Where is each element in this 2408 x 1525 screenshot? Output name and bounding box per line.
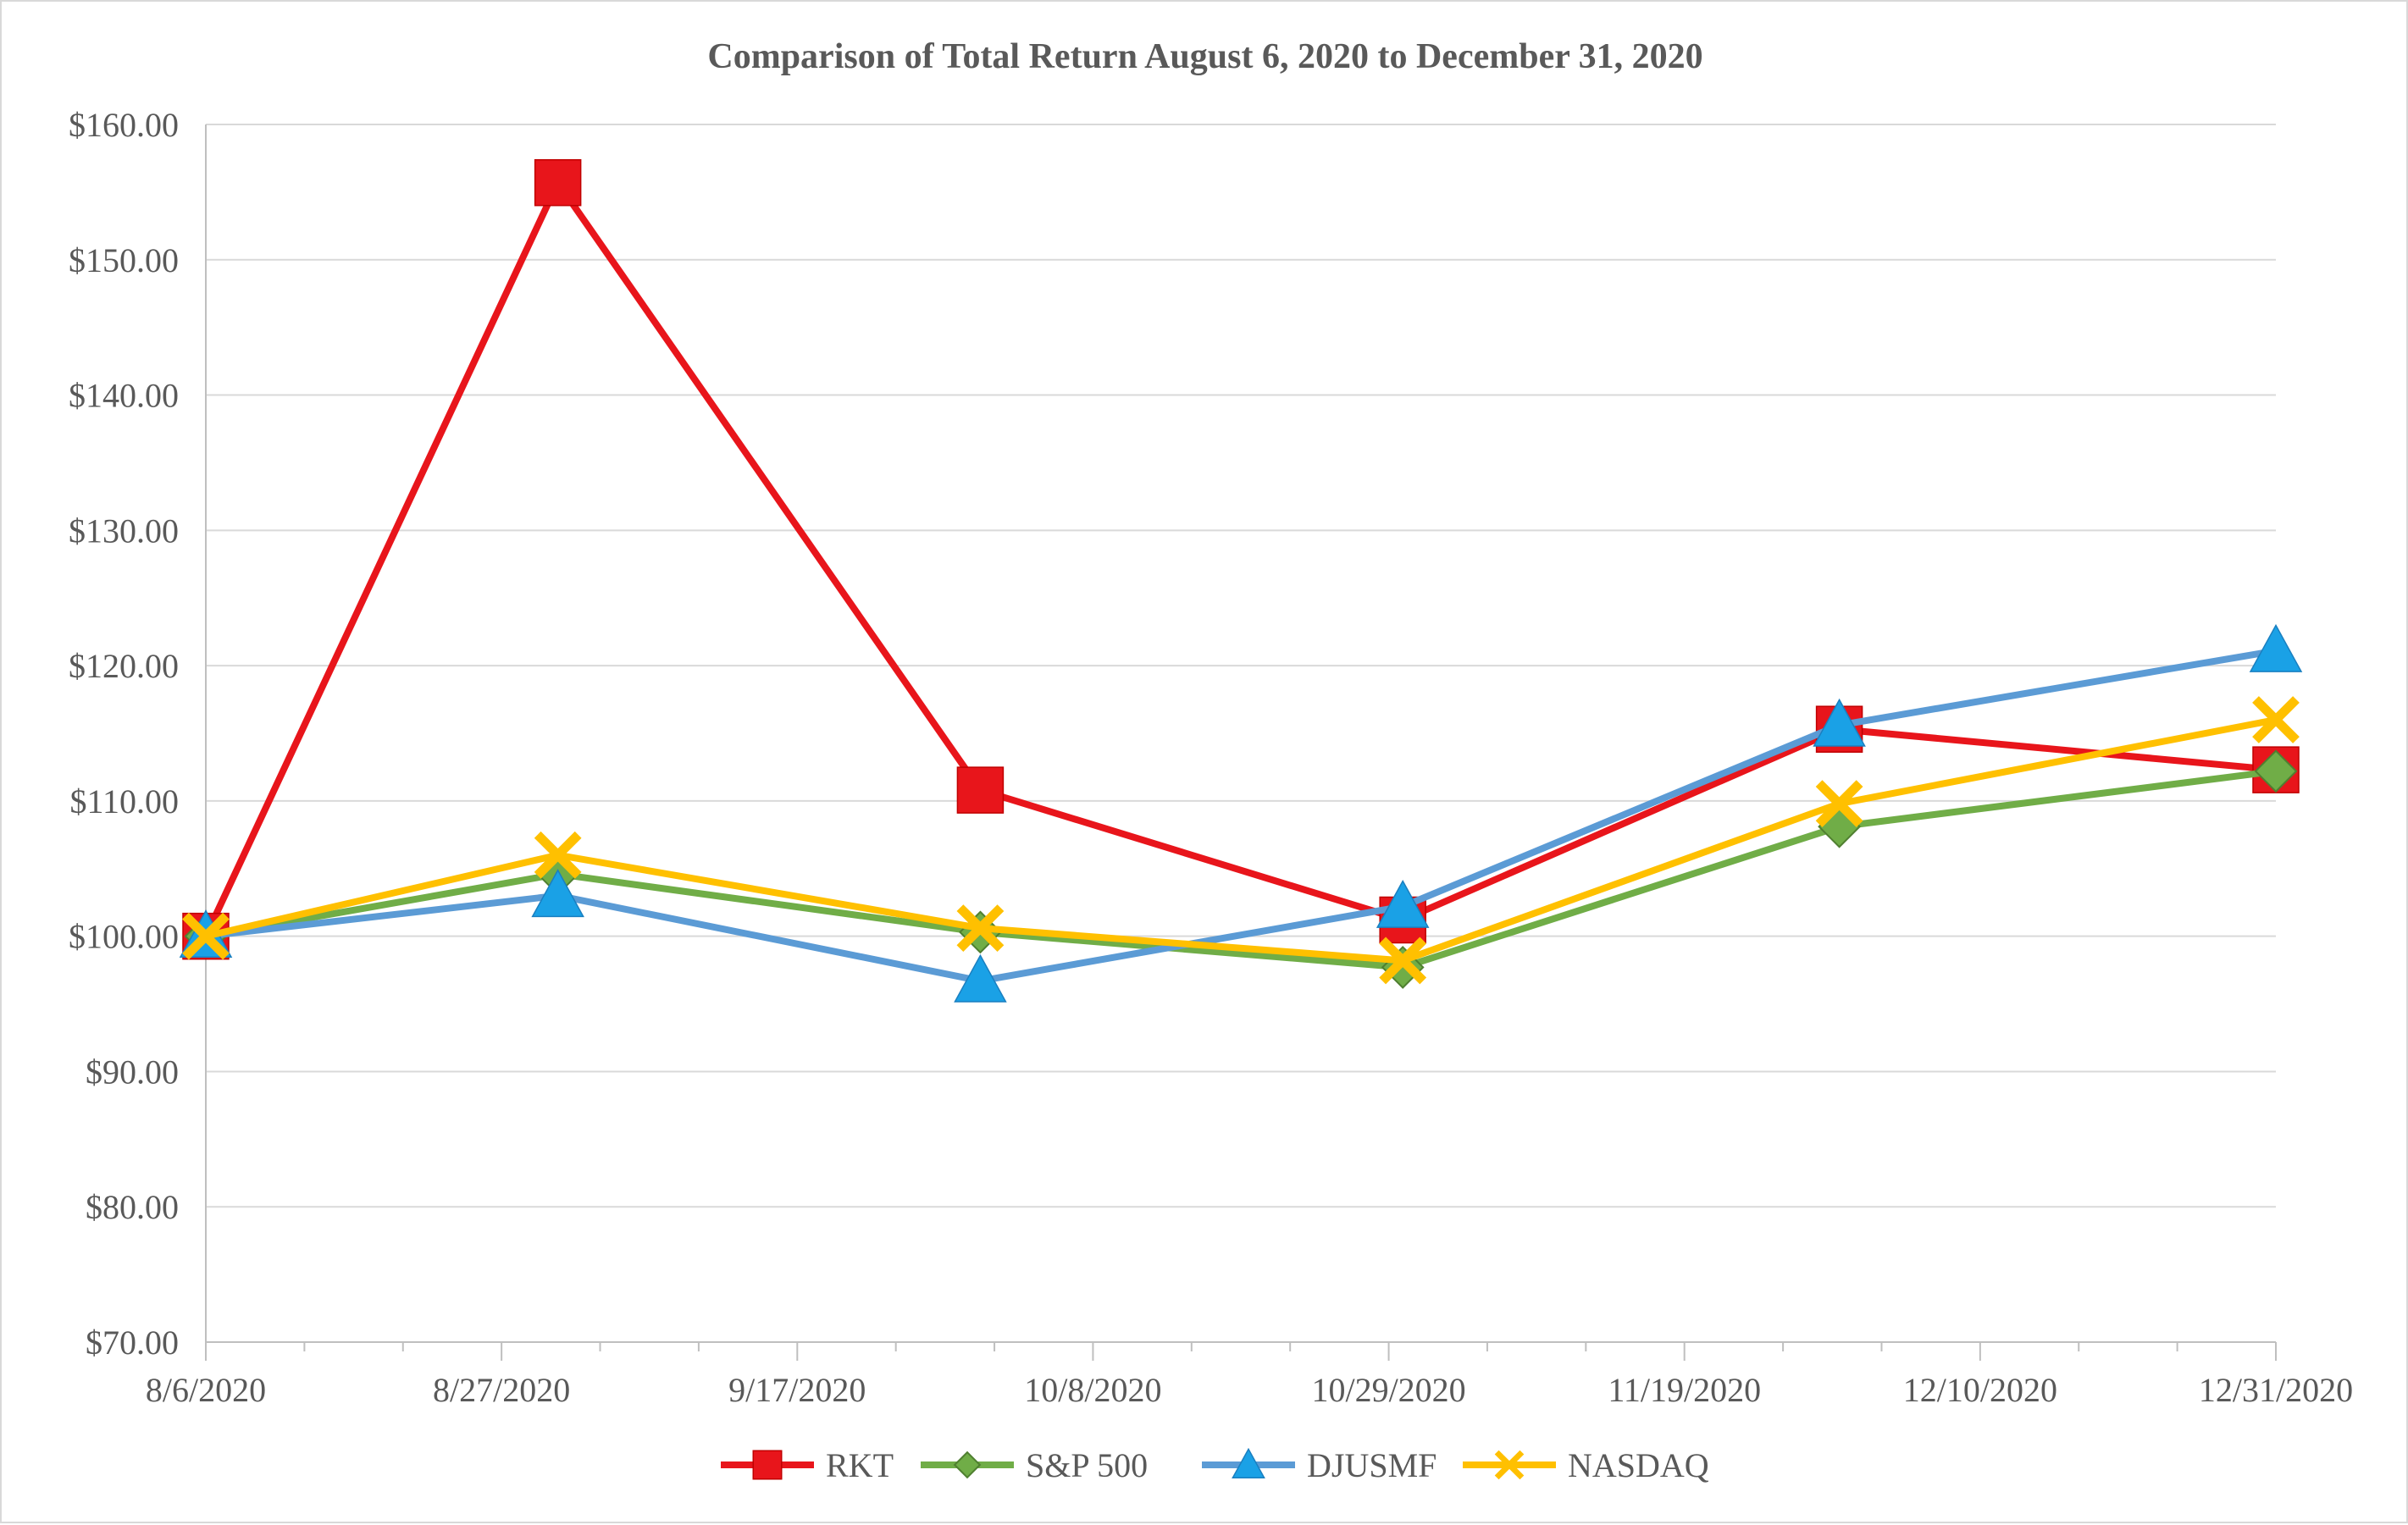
y-tick-label: $160.00 [69,106,179,144]
legend-label: S&P 500 [1026,1446,1148,1484]
series-line-djusmf [202,647,2279,985]
x-tick-label: 12/31/2020 [2199,1371,2353,1409]
data-point-djusmf [2249,623,2303,672]
data-point-rkt [956,766,1005,814]
data-point-djusmf [531,869,584,918]
chart-title: Comparison of Total Return August 6, 202… [707,37,1702,76]
series-nasdaq [182,696,2300,985]
series-rkt [182,158,2300,960]
legend-item-s-p-500: S&P 500 [921,1446,1148,1484]
series-line-nasdaq [202,716,2279,964]
data-point-nasdaq [1379,937,1427,985]
y-tick-label: $90.00 [86,1053,179,1091]
legend-item-djusmf: DJUSMF [1202,1446,1436,1484]
legend-label: RKT [826,1446,894,1484]
x-tick-label: 12/10/2020 [1903,1371,2057,1409]
y-tick-label: $100.00 [69,918,179,956]
legend-marker [1494,1450,1525,1480]
legend-marker [752,1450,783,1480]
legend-marker [953,1450,982,1479]
data-point-nasdaq [956,904,1005,952]
x-tick-label: 8/27/2020 [433,1371,570,1409]
y-tick-label: $140.00 [69,377,179,415]
series-line-rkt [202,179,2279,940]
data-point-djusmf [1813,698,1866,747]
y-tick-label: $110.00 [69,782,179,821]
x-tick-label: 8/6/2020 [146,1371,266,1409]
data-point-s-p-500 [2254,749,2298,793]
legend: RKT S&P 500 DJUSMF NASDAQ [721,1446,1709,1484]
x-tick-label: 11/19/2020 [1608,1371,1761,1409]
series-lines [179,158,2303,1003]
x-tick-label: 10/8/2020 [1024,1371,1161,1409]
series-line-s-p-500 [202,767,2279,971]
legend-item-rkt: RKT [721,1446,894,1484]
gridlines [206,124,2276,1208]
data-point-nasdaq [1815,780,1863,827]
legend-label: NASDAQ [1568,1446,1709,1484]
y-tick-label: $150.00 [69,241,179,279]
y-tick-label: $120.00 [69,647,179,685]
y-tick-label: $130.00 [69,511,179,550]
axes: $70.00 $80.00 $90.00 $100.00 $110.00 $120.00 $… [69,106,2353,1409]
y-tick-label: $80.00 [86,1188,179,1226]
legend-item-nasdaq: NASDAQ [1463,1446,1709,1484]
data-point-nasdaq [182,912,230,960]
legend-marker [1232,1447,1265,1479]
data-point-nasdaq [534,831,582,879]
x-tick-label: 9/17/2020 [728,1371,866,1409]
data-point-nasdaq [2252,696,2300,743]
y-tick-label: $70.00 [86,1323,179,1362]
data-point-rkt [534,158,582,207]
legend-label: DJUSMF [1307,1446,1436,1484]
x-tick-label: 10/29/2020 [1311,1371,1465,1409]
data-point-djusmf [954,953,1007,1003]
data-point-djusmf [1376,879,1430,928]
